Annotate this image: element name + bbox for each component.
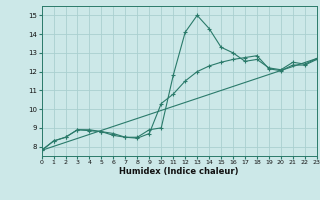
- X-axis label: Humidex (Indice chaleur): Humidex (Indice chaleur): [119, 167, 239, 176]
